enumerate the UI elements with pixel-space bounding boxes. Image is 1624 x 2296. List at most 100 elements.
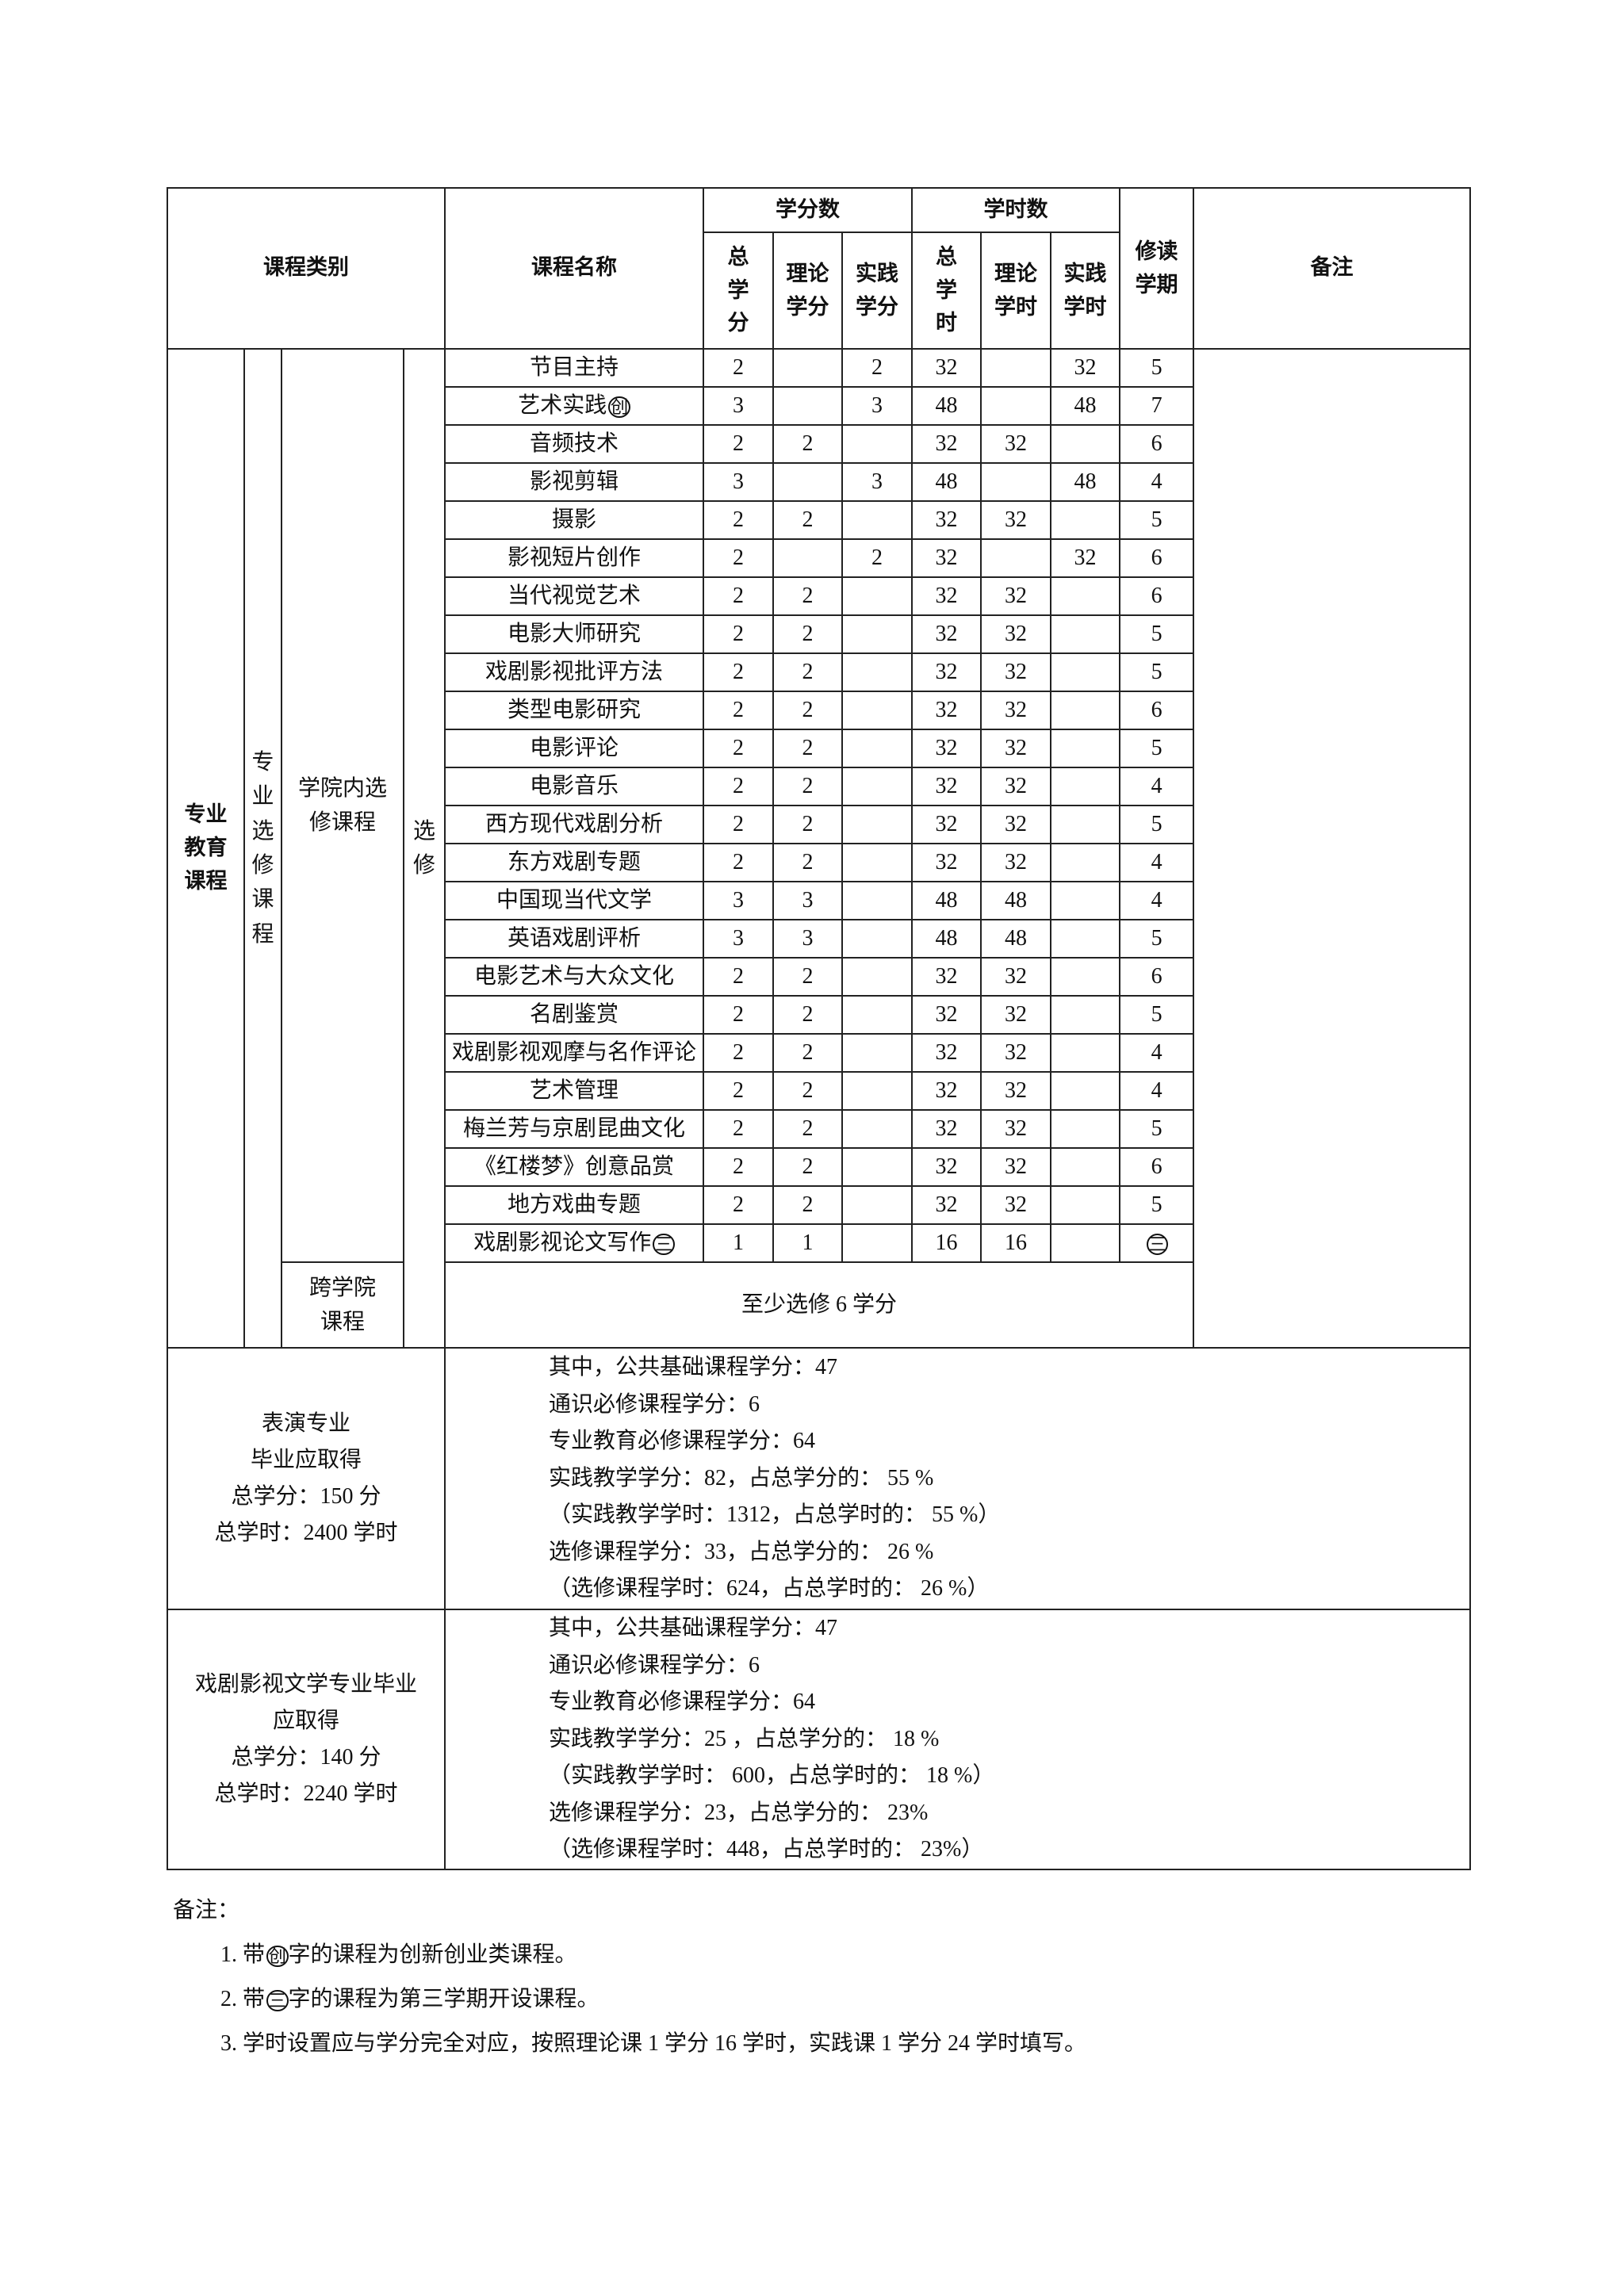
category-level2: 专业选修课程 [243,348,282,1349]
header-remarks: 备注 [1193,187,1472,350]
cell-ph [1050,1147,1121,1187]
cell-th: 3 [772,919,843,959]
summary-credits-line: （实践教学学时：1312，占总学时的： 55 %） [549,1502,1001,1528]
cell-tc-text: 2 [733,964,744,989]
cell-th: 2 [772,1109,843,1149]
cell-ph: 48 [1050,462,1121,502]
cell-hr: 48 [911,386,982,426]
header-theory-hours-text: 理论学时 [994,261,1038,320]
cell-thh: 32 [980,1185,1052,1225]
cell-th: 2 [772,1147,843,1187]
cell-hr: 32 [911,1185,982,1225]
notes-section: 备注： 1. 带创字的课程为创新创业类课程。 2. 带三字的课程为第三学期开设课程… [173,1888,1086,2066]
cell-sem-text: 5 [1151,355,1162,380]
cell-th: 2 [772,767,843,806]
cell-hr: 32 [911,691,982,730]
cell-ph-text: 48 [1074,393,1097,418]
cell-hr-text: 48 [935,393,958,418]
header-total-hours: 总学时 [911,232,982,350]
cell-thh-text: 16 [1005,1230,1028,1255]
cell-tc: 2 [703,652,774,692]
course-name-text: 影视短片创作 [507,545,641,570]
cell-thh: 32 [980,500,1052,540]
cell-thh: 32 [980,1071,1052,1111]
summary-major-line: 毕业应取得 [250,1448,362,1472]
cell-sem: 5 [1119,919,1195,959]
cross-college-note: 至少选修 6 学分 [443,1261,1195,1349]
header-category: 课程类别 [167,187,446,350]
cell-sem-text: 5 [1151,507,1162,532]
cell-hr: 32 [911,729,982,768]
table-row: 专业教育课程 专业选修课程 学院内选修课程 选修 节目主持 2 2 32 32 5 [167,348,1472,1349]
cell-pc [841,652,914,692]
cell-hr-text: 32 [935,1078,958,1103]
cell-sem: 5 [1119,614,1195,654]
cell-sem: 4 [1119,1071,1195,1111]
table-row: 当代视觉艺术 2 2 32 32 6 [167,576,1470,616]
note-prefix: 1. 带 [220,1942,266,1967]
cell-hr: 32 [911,1109,982,1149]
cell-pc [841,995,914,1035]
cell-thh-text: 32 [1005,812,1028,836]
cell-pc-text: 3 [871,469,883,494]
cell-hr-text: 32 [935,545,958,570]
cell-pc [841,957,914,997]
summary-credits-line: （实践教学学时： 600，占总学时的： 18 %） [549,1763,995,1788]
summary-credits-line: 选修课程学分：23，占总学分的： 23% [549,1800,929,1825]
cell-thh-text: 32 [1005,1116,1028,1141]
cell-ph [1050,1185,1121,1225]
cell-hr-text: 32 [935,850,958,874]
cell-pc: 2 [841,538,914,578]
cell-ph [1050,424,1121,464]
cell-thh: 32 [980,691,1052,730]
cell-thh-text: 32 [1005,1078,1028,1103]
course-name: 《红楼梦》创意品赏 [444,1147,704,1187]
cell-thh-text: 48 [1005,888,1028,913]
cell-th-text: 2 [802,1078,814,1103]
cell-sem: 4 [1119,843,1195,882]
note-suffix: 字的课程为创新创业类课程。 [288,1942,577,1967]
cell-hr: 48 [911,919,982,959]
note-prefix: 2. 带 [220,1987,266,2011]
cell-hr-text: 48 [935,469,958,494]
cell-hr-text: 32 [935,698,958,722]
summary-row: 戏剧影视文学专业毕业 应取得 总学分：140 分总学时：2240 学时 其中，公共基础… [167,1609,1472,1870]
cell-thh: 32 [980,995,1052,1035]
header-semester-text: 修读学期 [1135,239,1178,297]
cell-ph: 48 [1050,386,1121,426]
cell-sem: 三 [1119,1223,1195,1263]
cell-tc-text: 3 [733,393,744,418]
cell-th-text: 2 [802,1040,814,1065]
header-total-credits: 总学分 [703,232,774,350]
cell-tc: 3 [703,919,774,959]
course-name-text: 《红楼梦》创意品赏 [473,1154,674,1179]
cell-thh-text: 32 [1005,584,1028,608]
cell-hr-text: 16 [935,1230,958,1255]
cell-sem-text: 5 [1151,660,1162,684]
cell-ph: 32 [1050,538,1121,578]
note-item: 2. 带三字的课程为第三学期开设课程。 [173,1977,1086,2022]
summary-credits-line: 实践教学学分：25 ，占总学分的： 18 % [549,1726,940,1751]
header-practice-credits-text: 实践学分 [856,261,899,320]
cell-tc: 3 [703,881,774,920]
cell-hr: 32 [911,805,982,844]
table-row: 东方戏剧专题 2 2 32 32 4 [167,843,1470,882]
cell-tc: 2 [703,805,774,844]
summary-major-line: 表演专业 [261,1411,350,1436]
cell-tc-text: 2 [733,660,744,684]
cell-pc: 2 [841,348,914,388]
cell-tc: 2 [703,576,774,616]
course-name: 电影评论 [444,729,704,768]
cell-thh: 32 [980,805,1052,844]
cell-ph [1050,729,1121,768]
summary-row: 表演专业 毕业应取得 总学分：150 分总学时：2400 学时 其中，公共基础课程学分… [167,1347,1472,1610]
cell-sem-text: 5 [1151,1192,1162,1217]
cell-hr: 32 [911,1071,982,1111]
course-name-text: 音频技术 [529,431,619,456]
table-row: 电影音乐 2 2 32 32 4 [167,767,1470,806]
cell-tc-text: 2 [733,1192,744,1217]
header-practice-hours: 实践学时 [1050,232,1121,350]
cell-pc [841,1223,914,1263]
cell-pc [841,1185,914,1225]
cell-hr-text: 32 [935,964,958,989]
